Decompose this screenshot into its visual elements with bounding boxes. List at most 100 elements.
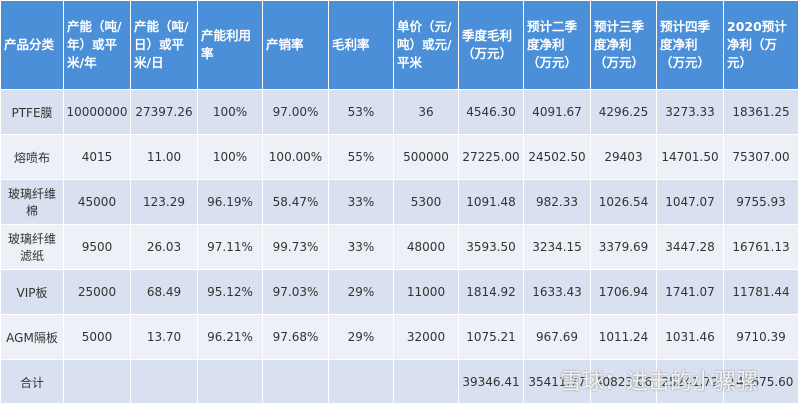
table-cell: 27397.26 bbox=[130, 89, 198, 135]
header-cell: 产能（吨/日）或平米/日 bbox=[130, 0, 198, 90]
table-cell: 96.19% bbox=[197, 179, 263, 225]
table-cell: 合计 bbox=[0, 359, 64, 403]
table-row: PTFE膜 10000000 27397.26 100% 97.00% 53% 36 4546… bbox=[0, 89, 799, 135]
table-cell: 18361.25 bbox=[723, 89, 799, 135]
table-cell: 33% bbox=[328, 224, 394, 270]
table-cell: 玻璃纤维棉 bbox=[0, 179, 64, 225]
table-cell: 1091.48 bbox=[458, 179, 524, 225]
table-row: AGM隔板 5000 13.70 96.21% 97.68% 29% 32000 1075.2… bbox=[0, 314, 799, 360]
table-cell: 35411.77 bbox=[523, 359, 591, 403]
table-cell: VIP板 bbox=[0, 269, 64, 315]
table-cell: 29% bbox=[328, 269, 394, 315]
header-cell: 产销率 bbox=[262, 0, 329, 90]
table-cell bbox=[63, 359, 131, 403]
table-cell: 3234.15 bbox=[523, 224, 591, 270]
header-row: 产品分类 产能（吨/年）或平米/年 产能（吨/日）或平米/日 产能利用率 产销率 毛利率单… bbox=[0, 0, 799, 90]
table-cell: 4546.30 bbox=[458, 89, 524, 135]
table-cell: 1741.07 bbox=[656, 269, 724, 315]
table-cell: PTFE膜 bbox=[0, 89, 64, 135]
header-cell: 产能利用率 bbox=[197, 0, 263, 90]
header-cell: 预计四季度净利（万元） bbox=[656, 0, 724, 90]
table-row: 熔喷布 4015 11.00 100% 100.00% 55% 500000 27225.00… bbox=[0, 134, 799, 180]
table-cell: 9755.93 bbox=[723, 179, 799, 225]
table-cell: 27225.00 bbox=[458, 134, 524, 180]
table-cell: AGM隔板 bbox=[0, 314, 64, 360]
table-cell: 1814.92 bbox=[458, 269, 524, 315]
table-cell: 1026.54 bbox=[590, 179, 657, 225]
table-cell: 3379.69 bbox=[590, 224, 657, 270]
table-cell: 1706.94 bbox=[590, 269, 657, 315]
table-cell: 100% bbox=[197, 89, 263, 135]
table-cell: 97.00% bbox=[262, 89, 329, 135]
table-row: 玻璃纤维滤纸 9500 26.03 97.11% 99.73% 33% 48000 3593.… bbox=[0, 224, 799, 270]
header-cell: 预计三季度净利（万元） bbox=[590, 0, 657, 90]
table-cell: 25241.72 bbox=[656, 359, 724, 403]
table-cell: 13.70 bbox=[130, 314, 198, 360]
table-cell: 10000000 bbox=[63, 89, 131, 135]
table-cell: 16761.13 bbox=[723, 224, 799, 270]
table-cell: 11000 bbox=[393, 269, 459, 315]
header-cell: 产能（吨/年）或平米/年 bbox=[63, 0, 131, 90]
table-cell: 75307.00 bbox=[723, 134, 799, 180]
table-cell: 3593.50 bbox=[458, 224, 524, 270]
table-cell: 40823.66 bbox=[590, 359, 657, 403]
table-cell: 5000 bbox=[63, 314, 131, 360]
table-cell: 58.47% bbox=[262, 179, 329, 225]
table-cell: 29% bbox=[328, 314, 394, 360]
table-cell: 39346.41 bbox=[458, 359, 524, 403]
table-cell: 36 bbox=[393, 89, 459, 135]
header-cell: 预计二季度净利（万元） bbox=[523, 0, 591, 90]
table-body: PTFE膜 10000000 27397.26 100% 97.00% 53% 36 4546… bbox=[0, 89, 799, 403]
table-cell: 100% bbox=[197, 134, 263, 180]
table-row: VIP板 25000 68.49 95.12% 97.03% 29% 11000 1814.9… bbox=[0, 269, 799, 315]
table-cell: 100.00% bbox=[262, 134, 329, 180]
table-cell: 1047.07 bbox=[656, 179, 724, 225]
table-cell: 95.12% bbox=[197, 269, 263, 315]
table-cell: 123.29 bbox=[130, 179, 198, 225]
table-cell: 5300 bbox=[393, 179, 459, 225]
table-cell: 45000 bbox=[63, 179, 131, 225]
table-cell: 玻璃纤维滤纸 bbox=[0, 224, 64, 270]
table-cell: 14701.50 bbox=[656, 134, 724, 180]
table-cell: 1031.46 bbox=[656, 314, 724, 360]
table-cell: 97.03% bbox=[262, 269, 329, 315]
header-cell: 单价（元/吨）或元/平米 bbox=[393, 0, 459, 90]
watermark: 雪球：进击的小骡骡 bbox=[560, 370, 759, 395]
table-cell: 26.03 bbox=[130, 224, 198, 270]
table-cell bbox=[262, 359, 329, 403]
table-cell bbox=[130, 359, 198, 403]
table-cell: 982.33 bbox=[523, 179, 591, 225]
table-cell: 3447.28 bbox=[656, 224, 724, 270]
header-cell: 季度毛利（万元） bbox=[458, 0, 524, 90]
table-cell: 500000 bbox=[393, 134, 459, 180]
table-cell: 32000 bbox=[393, 314, 459, 360]
header-cell: 毛利率 bbox=[328, 0, 394, 90]
table-cell: 68.49 bbox=[130, 269, 198, 315]
table-row: 玻璃纤维棉 45000 123.29 96.19% 58.47% 33% 5300 1091.… bbox=[0, 179, 799, 225]
table-cell: 3273.33 bbox=[656, 89, 724, 135]
table-cell: 96.21% bbox=[197, 314, 263, 360]
table-cell: 48000 bbox=[393, 224, 459, 270]
table-cell: 9500 bbox=[63, 224, 131, 270]
table-cell: 53% bbox=[328, 89, 394, 135]
table-cell bbox=[197, 359, 263, 403]
table-cell bbox=[328, 359, 394, 403]
table-cell: 97.11% bbox=[197, 224, 263, 270]
table-cell: 29403 bbox=[590, 134, 657, 180]
table-cell: 967.69 bbox=[523, 314, 591, 360]
table-cell: 1075.21 bbox=[458, 314, 524, 360]
table-cell bbox=[393, 359, 459, 403]
table-cell: 99.73% bbox=[262, 224, 329, 270]
table-cell: 4015 bbox=[63, 134, 131, 180]
header-cell: 2020预计净利（万元） bbox=[723, 0, 799, 90]
table-cell: 1011.24 bbox=[590, 314, 657, 360]
table-cell: 9710.39 bbox=[723, 314, 799, 360]
table-cell: 4296.25 bbox=[590, 89, 657, 135]
table-row: 合计 39346.41 35411.77 40823.66 25241.72 141675… bbox=[0, 359, 799, 403]
table-cell: 11781.44 bbox=[723, 269, 799, 315]
table-cell: 25000 bbox=[63, 269, 131, 315]
table-cell: 141675.60 bbox=[723, 359, 799, 403]
table-cell: 4091.67 bbox=[523, 89, 591, 135]
table-cell: 24502.50 bbox=[523, 134, 591, 180]
